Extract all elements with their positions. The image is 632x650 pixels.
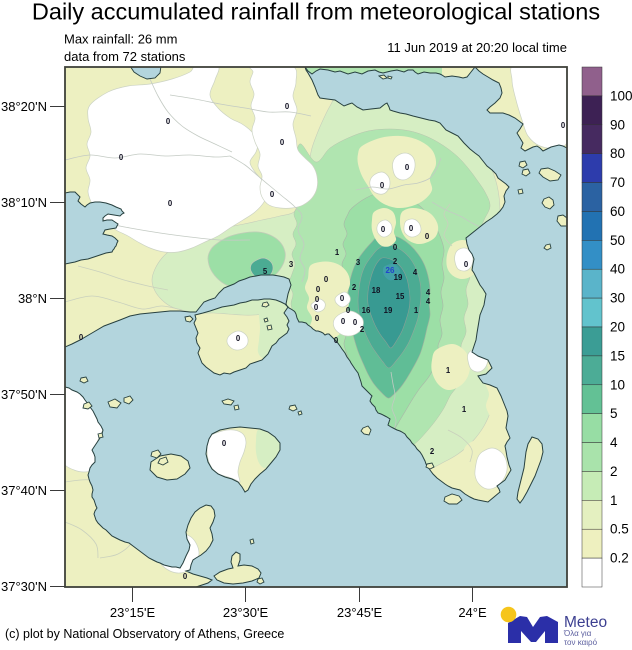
svg-text:0: 0 <box>236 334 241 343</box>
svg-text:20: 20 <box>610 320 625 335</box>
svg-text:15: 15 <box>396 292 405 301</box>
svg-text:4: 4 <box>426 297 431 306</box>
svg-text:100: 100 <box>610 88 632 103</box>
svg-text:1: 1 <box>610 493 618 508</box>
svg-text:3: 3 <box>356 258 361 267</box>
svg-text:0: 0 <box>380 181 385 190</box>
svg-text:1: 1 <box>446 366 451 375</box>
svg-text:0: 0 <box>280 138 285 147</box>
svg-text:data from 72 stations: data from 72 stations <box>64 49 186 64</box>
svg-text:24°E: 24°E <box>458 605 487 620</box>
svg-text:1: 1 <box>335 248 340 257</box>
svg-text:0: 0 <box>425 232 430 241</box>
svg-text:23°15'E: 23°15'E <box>110 605 156 620</box>
svg-text:40: 40 <box>610 262 625 277</box>
svg-text:37°30'N: 37°30'N <box>1 579 47 594</box>
svg-text:15: 15 <box>610 348 625 363</box>
svg-text:0: 0 <box>346 306 351 315</box>
svg-text:Max rainfall: 26 mm: Max rainfall: 26 mm <box>64 32 177 47</box>
svg-text:τον καιρό: τον καιρό <box>564 638 598 647</box>
svg-text:0: 0 <box>315 295 320 304</box>
svg-text:Daily accumulated rainfall fro: Daily accumulated rainfall from meteorol… <box>32 0 600 25</box>
svg-text:0: 0 <box>314 303 319 312</box>
svg-text:26: 26 <box>386 266 395 275</box>
svg-text:0: 0 <box>285 102 290 111</box>
svg-text:0: 0 <box>79 333 84 342</box>
svg-text:0: 0 <box>334 336 339 345</box>
svg-text:3: 3 <box>289 260 294 269</box>
svg-text:0: 0 <box>561 121 566 130</box>
svg-text:2: 2 <box>430 447 435 456</box>
svg-text:1: 1 <box>414 306 419 315</box>
svg-text:0.5: 0.5 <box>610 522 629 537</box>
svg-text:50: 50 <box>610 233 625 248</box>
svg-text:0: 0 <box>409 224 414 233</box>
svg-text:0: 0 <box>381 225 386 234</box>
svg-text:11 Jun 2019 at 20:20 local tim: 11 Jun 2019 at 20:20 local time <box>387 40 567 55</box>
svg-text:Όλα για: Όλα για <box>563 629 592 638</box>
svg-text:0: 0 <box>353 318 358 327</box>
svg-text:16: 16 <box>362 306 371 315</box>
svg-text:5: 5 <box>263 267 268 276</box>
svg-text:5: 5 <box>610 406 618 421</box>
svg-text:2: 2 <box>360 325 365 334</box>
svg-text:90: 90 <box>610 117 625 132</box>
svg-text:4: 4 <box>426 288 431 297</box>
svg-text:0: 0 <box>393 243 398 252</box>
svg-text:(c) plot by National Observato: (c) plot by National Observatory of Athe… <box>5 627 284 641</box>
svg-text:23°30'E: 23°30'E <box>223 605 269 620</box>
svg-text:0: 0 <box>315 314 320 323</box>
svg-text:10: 10 <box>610 377 625 392</box>
svg-text:38°10'N: 38°10'N <box>1 195 47 210</box>
svg-text:0.2: 0.2 <box>610 551 629 566</box>
svg-text:37°40'N: 37°40'N <box>1 483 47 498</box>
svg-text:4: 4 <box>413 268 418 277</box>
svg-text:4: 4 <box>610 435 618 450</box>
svg-text:0: 0 <box>270 190 275 199</box>
svg-text:19: 19 <box>394 273 403 282</box>
svg-text:38°N: 38°N <box>18 291 47 306</box>
svg-text:0: 0 <box>183 572 188 581</box>
svg-text:80: 80 <box>610 146 625 161</box>
svg-text:0: 0 <box>405 163 410 172</box>
svg-text:0: 0 <box>222 439 227 448</box>
svg-text:70: 70 <box>610 175 625 190</box>
svg-text:19: 19 <box>384 306 393 315</box>
svg-text:0: 0 <box>340 294 345 303</box>
svg-text:0: 0 <box>324 275 329 284</box>
svg-text:0: 0 <box>341 317 346 326</box>
svg-text:0: 0 <box>464 260 469 269</box>
svg-text:23°45'E: 23°45'E <box>337 605 383 620</box>
svg-text:30: 30 <box>610 291 625 306</box>
svg-text:2: 2 <box>393 257 398 266</box>
svg-text:Meteo: Meteo <box>564 614 607 631</box>
svg-text:0: 0 <box>168 199 173 208</box>
svg-text:38°20'N: 38°20'N <box>1 99 47 114</box>
svg-text:37°50'N: 37°50'N <box>1 387 47 402</box>
svg-text:18: 18 <box>372 286 381 295</box>
svg-text:0: 0 <box>316 285 321 294</box>
svg-text:2: 2 <box>352 283 357 292</box>
svg-text:0: 0 <box>119 153 124 162</box>
svg-text:2: 2 <box>610 464 618 479</box>
svg-text:0: 0 <box>166 117 171 126</box>
svg-text:60: 60 <box>610 204 625 219</box>
svg-text:1: 1 <box>462 405 467 414</box>
